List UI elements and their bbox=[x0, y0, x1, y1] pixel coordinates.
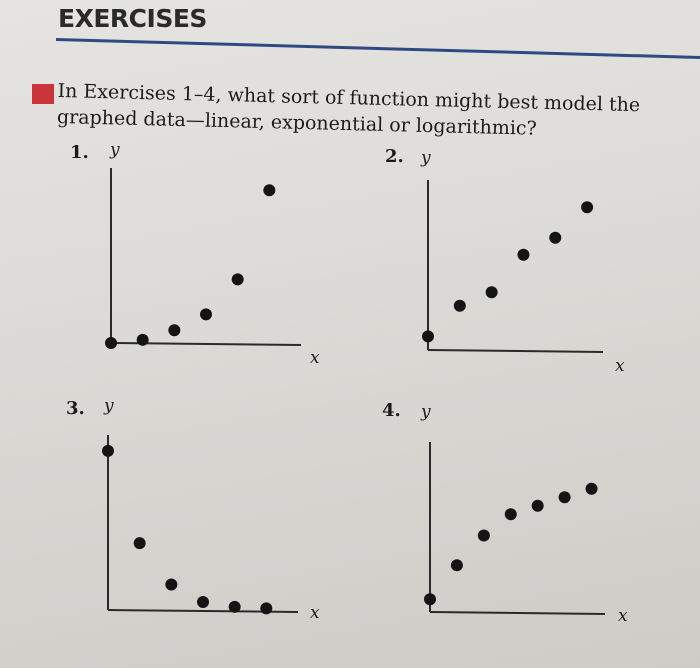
plot-3-point bbox=[260, 602, 273, 615]
plot-2-point bbox=[453, 299, 466, 312]
plot-4-x-label: x bbox=[618, 606, 628, 626]
plot-2-point bbox=[517, 248, 530, 261]
plot-4-point bbox=[504, 508, 517, 521]
plot-1-point bbox=[136, 333, 149, 346]
plot-4-point bbox=[477, 529, 490, 542]
plot-1-y-label: y bbox=[110, 140, 120, 160]
plot-1-point bbox=[231, 273, 244, 286]
plot-1-number: 1. bbox=[70, 142, 89, 163]
plot-1-point bbox=[105, 337, 117, 349]
plot-4-point bbox=[531, 499, 544, 512]
plot-4-x-axis bbox=[429, 611, 606, 615]
plot-4-number: 4. bbox=[382, 400, 401, 421]
plot-3-point bbox=[165, 578, 178, 591]
plot-4-point bbox=[424, 593, 436, 606]
plot-4-point bbox=[450, 559, 463, 572]
plot-2-point bbox=[485, 286, 498, 299]
plot-3-point bbox=[197, 596, 209, 609]
plot-2-point bbox=[549, 231, 562, 244]
plot-1-point bbox=[168, 324, 181, 337]
plot-4-point bbox=[558, 491, 571, 504]
plot-2-number: 2. bbox=[385, 146, 404, 167]
plot-2-x-axis bbox=[427, 349, 604, 353]
plot-3-x-label: x bbox=[310, 603, 320, 623]
plot-3-point bbox=[228, 600, 241, 613]
plot-1-point bbox=[200, 308, 212, 321]
plot-2-point bbox=[581, 201, 594, 214]
plot-1-point bbox=[263, 184, 276, 197]
plot-3-number: 3. bbox=[66, 398, 85, 419]
plot-4-y-label: y bbox=[421, 402, 431, 422]
plot-4-point bbox=[585, 482, 598, 495]
plot-2-x-label: x bbox=[615, 356, 625, 376]
plot-1-x-label: x bbox=[310, 348, 320, 368]
plot-2-point bbox=[422, 330, 434, 343]
section-heading: EXERCISES bbox=[58, 4, 207, 33]
plot-3-y-label: y bbox=[104, 396, 114, 416]
plot-2-y-label: y bbox=[421, 148, 431, 168]
plot-3-point bbox=[133, 537, 146, 550]
plot-3-point bbox=[102, 444, 114, 457]
exercise-marker-icon bbox=[32, 84, 54, 104]
